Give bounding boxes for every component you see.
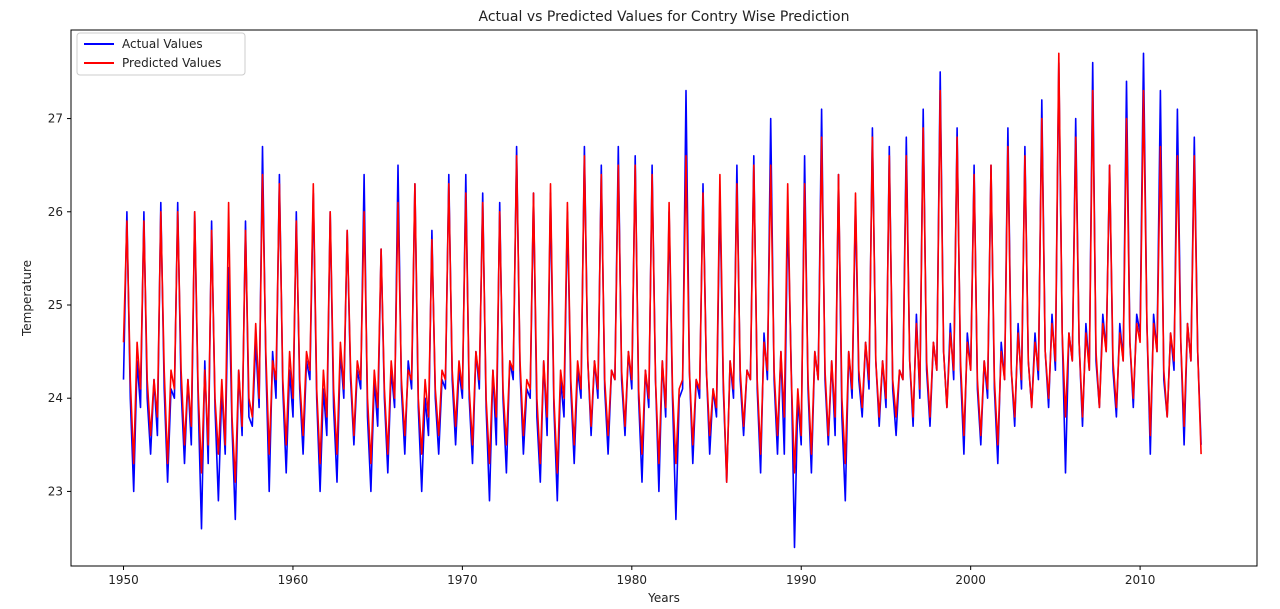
y-tick-label: 25 — [48, 298, 63, 312]
y-axis-label: Temperature — [20, 260, 34, 337]
y-tick-label: 27 — [48, 112, 63, 126]
x-tick-label: 2000 — [955, 573, 986, 587]
y-tick-label: 23 — [48, 484, 63, 498]
x-tick-label: 1950 — [108, 573, 139, 587]
x-tick-label: 2010 — [1125, 573, 1156, 587]
x-tick-label: 1960 — [278, 573, 309, 587]
legend-label-predicted: Predicted Values — [122, 56, 221, 70]
series-layer — [122, 52, 1202, 549]
y-axis: 23 24 25 26 27 — [48, 112, 71, 498]
x-axis-label: Years — [647, 591, 680, 605]
legend: Actual Values Predicted Values — [76, 32, 246, 76]
predicted-values-line — [122, 52, 1202, 483]
y-tick-label: 26 — [48, 205, 63, 219]
x-tick-label: 1980 — [617, 573, 648, 587]
x-axis: 1950 1960 1970 1980 1990 2000 2010 — [108, 566, 1155, 587]
chart-title: Actual vs Predicted Values for Contry Wi… — [479, 9, 850, 25]
legend-label-actual: Actual Values — [122, 37, 203, 51]
legend-box — [76, 32, 246, 76]
y-tick-label: 24 — [48, 391, 63, 405]
x-tick-label: 1970 — [447, 573, 478, 587]
x-tick-label: 1990 — [786, 573, 817, 587]
